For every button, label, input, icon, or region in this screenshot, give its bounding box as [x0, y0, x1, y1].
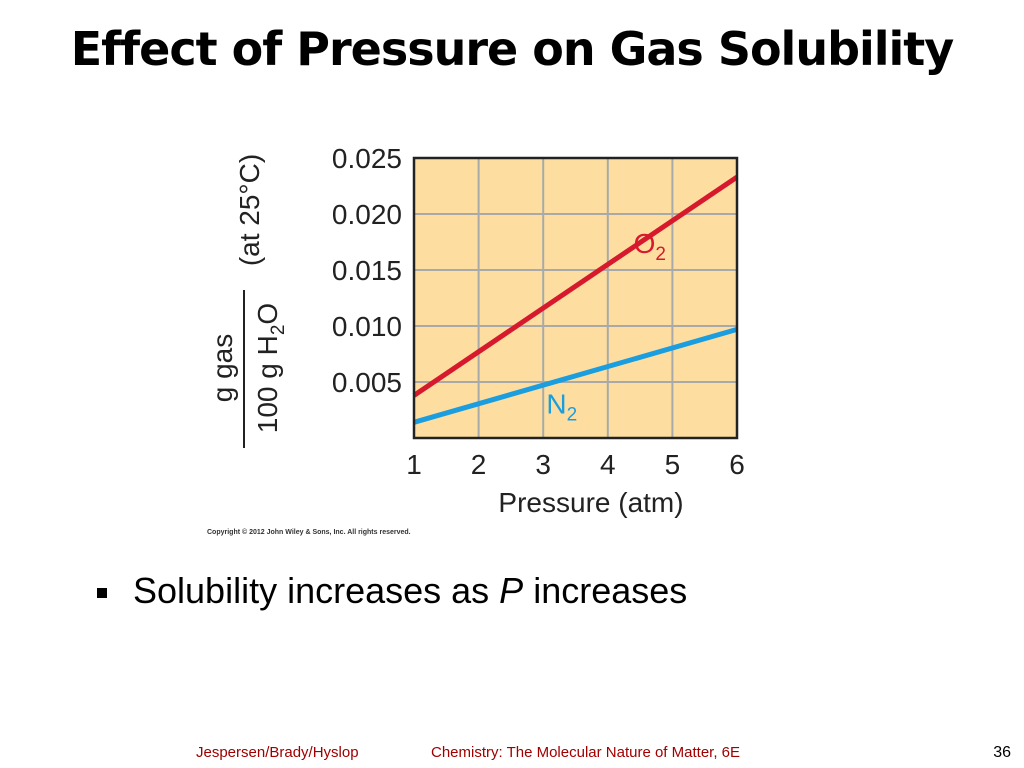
bullet-square-icon — [97, 588, 107, 598]
y-tick-label: 0.005 — [332, 367, 402, 398]
y-tick-label: 0.015 — [332, 255, 402, 286]
series-lines — [412, 174, 739, 425]
x-tick-labels: 1 2 3 4 5 6 — [406, 449, 745, 480]
series-labels: O2 N2 — [546, 228, 666, 425]
y-tick-label: 0.020 — [332, 199, 402, 230]
slide-title: Effect of Pressure on Gas Solubility — [70, 22, 955, 76]
series-label-o2: O2 — [634, 228, 666, 265]
x-tick-label: 3 — [535, 449, 551, 480]
plot-border — [412, 156, 739, 440]
y-axis-denominator: 100 g H2O — [252, 303, 289, 433]
bullet-text: Solubility increases as P increases — [133, 570, 688, 611]
copyright-notice: Copyright © 2012 John Wiley & Sons, Inc.… — [207, 528, 411, 536]
y-axis-numerator: g gas — [207, 334, 238, 403]
series-label-n2: N2 — [546, 388, 577, 425]
solubility-chart: 1 2 3 4 5 6 0.005 0.010 0.015 0.020 0.025 O2 N2 Pr… — [207, 143, 745, 536]
y-tick-label: 0.010 — [332, 311, 402, 342]
y-axis-condition: (at 25°C) — [234, 154, 265, 266]
x-axis-label: Pressure (atm) — [498, 487, 683, 518]
x-tick-label: 2 — [471, 449, 487, 480]
y-tick-label: 0.025 — [332, 143, 402, 174]
page-number: 36 — [993, 744, 1011, 761]
y-tick-labels: 0.005 0.010 0.015 0.020 0.025 — [332, 143, 402, 398]
x-tick-label: 6 — [729, 449, 745, 480]
y-axis-label: g gas 100 g H2O (at 25°C) — [207, 154, 289, 448]
series-line-n2 — [413, 326, 738, 425]
plot-area — [414, 158, 737, 438]
x-tick-label: 5 — [665, 449, 681, 480]
footer-authors: Jespersen/Brady/Hyslop — [196, 744, 359, 761]
bullet-item: Solubility increases as P increases — [97, 570, 687, 612]
footer-book-title: Chemistry: The Molecular Nature of Matte… — [431, 744, 741, 761]
x-tick-label: 1 — [406, 449, 422, 480]
series-line-o2 — [412, 174, 739, 398]
x-tick-label: 4 — [600, 449, 616, 480]
plot-background — [414, 158, 737, 438]
